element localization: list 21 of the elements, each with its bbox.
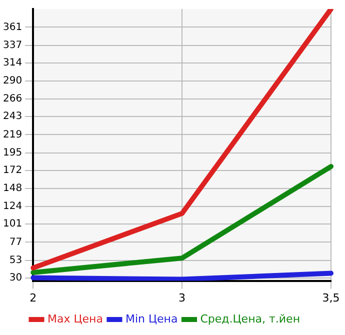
y-tick-label: 290 bbox=[2, 76, 22, 87]
y-tick-label: 337 bbox=[2, 40, 22, 51]
y-tick-label: 314 bbox=[2, 57, 22, 68]
y-tick-label: 219 bbox=[2, 129, 22, 140]
y-tick-label: 124 bbox=[2, 201, 22, 212]
y-tick-label: 172 bbox=[2, 164, 22, 176]
legend-label: Min Цена bbox=[125, 312, 178, 326]
y-tick-label: 361 bbox=[2, 22, 22, 33]
y-tick-label: 53 bbox=[9, 254, 22, 266]
y-tick-label: 266 bbox=[2, 94, 22, 105]
y-tick-label: 30 bbox=[9, 272, 22, 284]
y-tick-label: 243 bbox=[2, 111, 22, 122]
x-tick-label: 3,5 bbox=[322, 291, 340, 304]
y-tick-label: 148 bbox=[2, 183, 22, 194]
y-tick-label: 195 bbox=[2, 147, 22, 158]
x-tick-label: 2 bbox=[30, 291, 37, 304]
x-tick-label: 3 bbox=[178, 291, 186, 304]
y-tick-label: 101 bbox=[2, 218, 22, 230]
legend-label: Сред.Цена, т.йен bbox=[200, 312, 300, 326]
y-tick-label: 77 bbox=[9, 236, 22, 248]
legend-label: Max Цена bbox=[47, 312, 103, 326]
